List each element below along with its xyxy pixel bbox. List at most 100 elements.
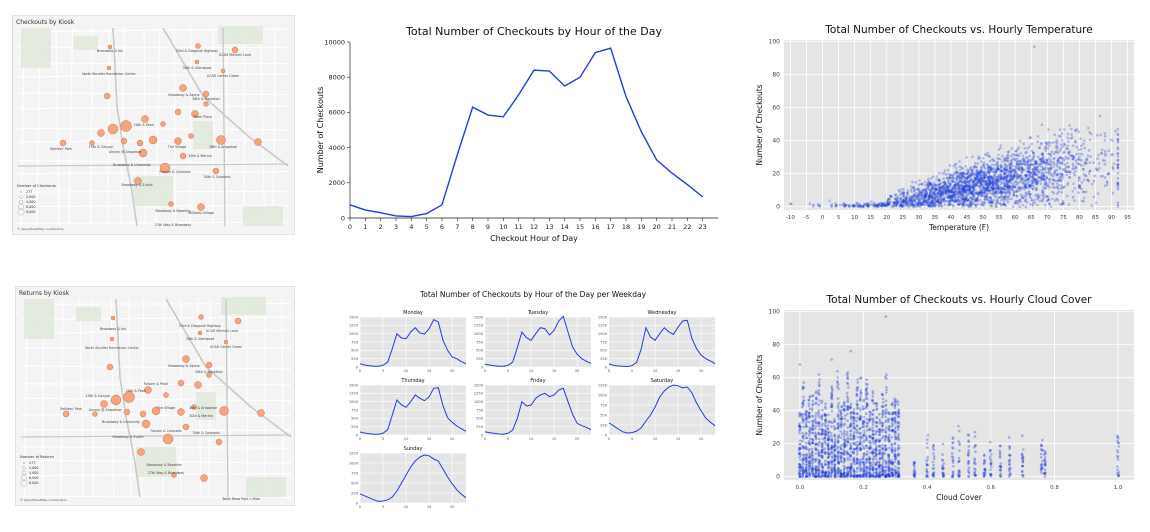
cloud-cover-point xyxy=(973,457,976,461)
temperature-point xyxy=(1104,152,1107,156)
cloud-cover-point xyxy=(865,412,868,415)
temperature-point xyxy=(1034,166,1038,170)
cloud-cover-point xyxy=(802,453,806,457)
temperature-point xyxy=(942,197,946,201)
cloud-cover-point xyxy=(836,370,839,373)
temperature-point xyxy=(1040,178,1044,182)
cloud-cover-point xyxy=(849,463,853,467)
friday-x-tick-label: 0 xyxy=(484,437,487,441)
temperature-point xyxy=(1021,167,1024,170)
cloud-cover-point xyxy=(864,406,868,410)
cloud-cover-point xyxy=(891,461,895,465)
temperature-point xyxy=(937,171,941,175)
cloud-cover-point xyxy=(827,463,831,466)
temperature-point xyxy=(913,199,916,203)
temperature-point xyxy=(1021,154,1025,158)
cloud-cover-point xyxy=(868,467,872,471)
temperature-point xyxy=(1042,177,1046,181)
temperature-point xyxy=(1009,184,1012,188)
temperature-point xyxy=(981,163,985,167)
cloud-cover-point xyxy=(884,474,888,477)
cloud-cover-point xyxy=(839,420,843,423)
cloud-cover-point xyxy=(821,431,824,434)
temperature-point xyxy=(964,195,968,199)
temperature-point xyxy=(1070,127,1073,131)
cloud-cover-point xyxy=(807,404,811,408)
cloud-cover-point xyxy=(814,414,818,418)
cloud-cover-point xyxy=(884,420,888,423)
cloud-cover-point xyxy=(839,470,842,473)
temperature-point xyxy=(1012,193,1015,196)
cloud-cover-point xyxy=(836,459,840,462)
cloud-cover-point xyxy=(891,417,894,420)
cloud-cover-point xyxy=(877,475,881,478)
cloud-cover-point xyxy=(827,474,831,478)
cloud-cover-point xyxy=(833,473,836,477)
cloud-cover-point xyxy=(801,420,804,424)
cloud-cover-point xyxy=(830,468,833,472)
temperature-point xyxy=(1003,195,1007,198)
temperature-point xyxy=(987,177,990,180)
temperature-point xyxy=(1004,179,1008,182)
cloud-cover-point xyxy=(821,470,825,474)
cloud-cover-point xyxy=(807,441,811,445)
cloud-cover-point xyxy=(856,435,860,439)
cloud-cover-point xyxy=(849,475,852,478)
cloud-cover-point xyxy=(811,472,815,475)
cloud-cover-point xyxy=(973,462,976,465)
temperature-point xyxy=(928,181,932,185)
cloud-cover-point xyxy=(837,470,840,473)
cloud-cover-point xyxy=(824,463,827,466)
temperature-point xyxy=(936,192,940,196)
cloud-cover-point xyxy=(830,439,834,443)
temperature-point xyxy=(1027,167,1031,170)
temperature-point xyxy=(926,185,930,188)
temperature-point xyxy=(953,190,956,194)
cloud-cover-point xyxy=(897,473,900,476)
temperature-point xyxy=(1013,185,1017,189)
temperature-point xyxy=(1058,167,1062,170)
cloud-cover-point xyxy=(801,470,805,473)
cloud-cover-point xyxy=(858,474,862,478)
cloud-cover-point xyxy=(824,471,827,474)
cloud-cover-point xyxy=(837,413,840,416)
cloud-cover-point xyxy=(826,438,830,441)
cloud-cover-point xyxy=(871,426,874,430)
temperature-point xyxy=(988,178,992,182)
cloud-cover-point xyxy=(861,421,865,424)
cloud-cover-point xyxy=(848,424,852,428)
cloud-cover-point xyxy=(827,438,831,442)
cloud-cover-point xyxy=(798,429,801,433)
temperature-point xyxy=(996,185,1000,188)
temperature-y-tick-label: 0 xyxy=(776,204,780,211)
temperature-point xyxy=(1033,172,1036,175)
cloud-cover-point xyxy=(824,475,828,478)
cloud-cover-point xyxy=(820,472,824,476)
cloud-cover-point xyxy=(862,469,866,472)
temperature-point xyxy=(948,185,952,188)
temperature-point xyxy=(1116,205,1120,208)
temperature-point xyxy=(959,172,962,176)
temperature-point xyxy=(1020,162,1023,165)
cloud-cover-point xyxy=(830,445,834,449)
cloud-cover-point xyxy=(811,439,815,442)
cloud-cover-point xyxy=(814,458,817,461)
cloud-cover-point xyxy=(887,474,891,478)
cloud-cover-point xyxy=(925,442,929,445)
cloud-cover-point xyxy=(896,471,900,474)
cloud-cover-point xyxy=(830,396,833,400)
temperature-point xyxy=(1060,174,1063,177)
temperature-point xyxy=(1024,180,1027,183)
cloud-cover-point xyxy=(880,446,884,450)
temperature-point xyxy=(1100,152,1104,155)
temperature-point xyxy=(869,203,873,206)
temperature-point xyxy=(951,195,955,198)
temperature-point xyxy=(991,200,994,204)
temperature-point xyxy=(889,194,892,198)
cloud-cover-point xyxy=(802,425,805,429)
cloud-cover-point xyxy=(855,453,859,456)
temperature-point xyxy=(1031,168,1034,171)
cloud-cover-point xyxy=(891,401,895,405)
cloud-cover-point xyxy=(884,475,888,478)
returns-map-kiosk-bubble xyxy=(191,404,197,410)
